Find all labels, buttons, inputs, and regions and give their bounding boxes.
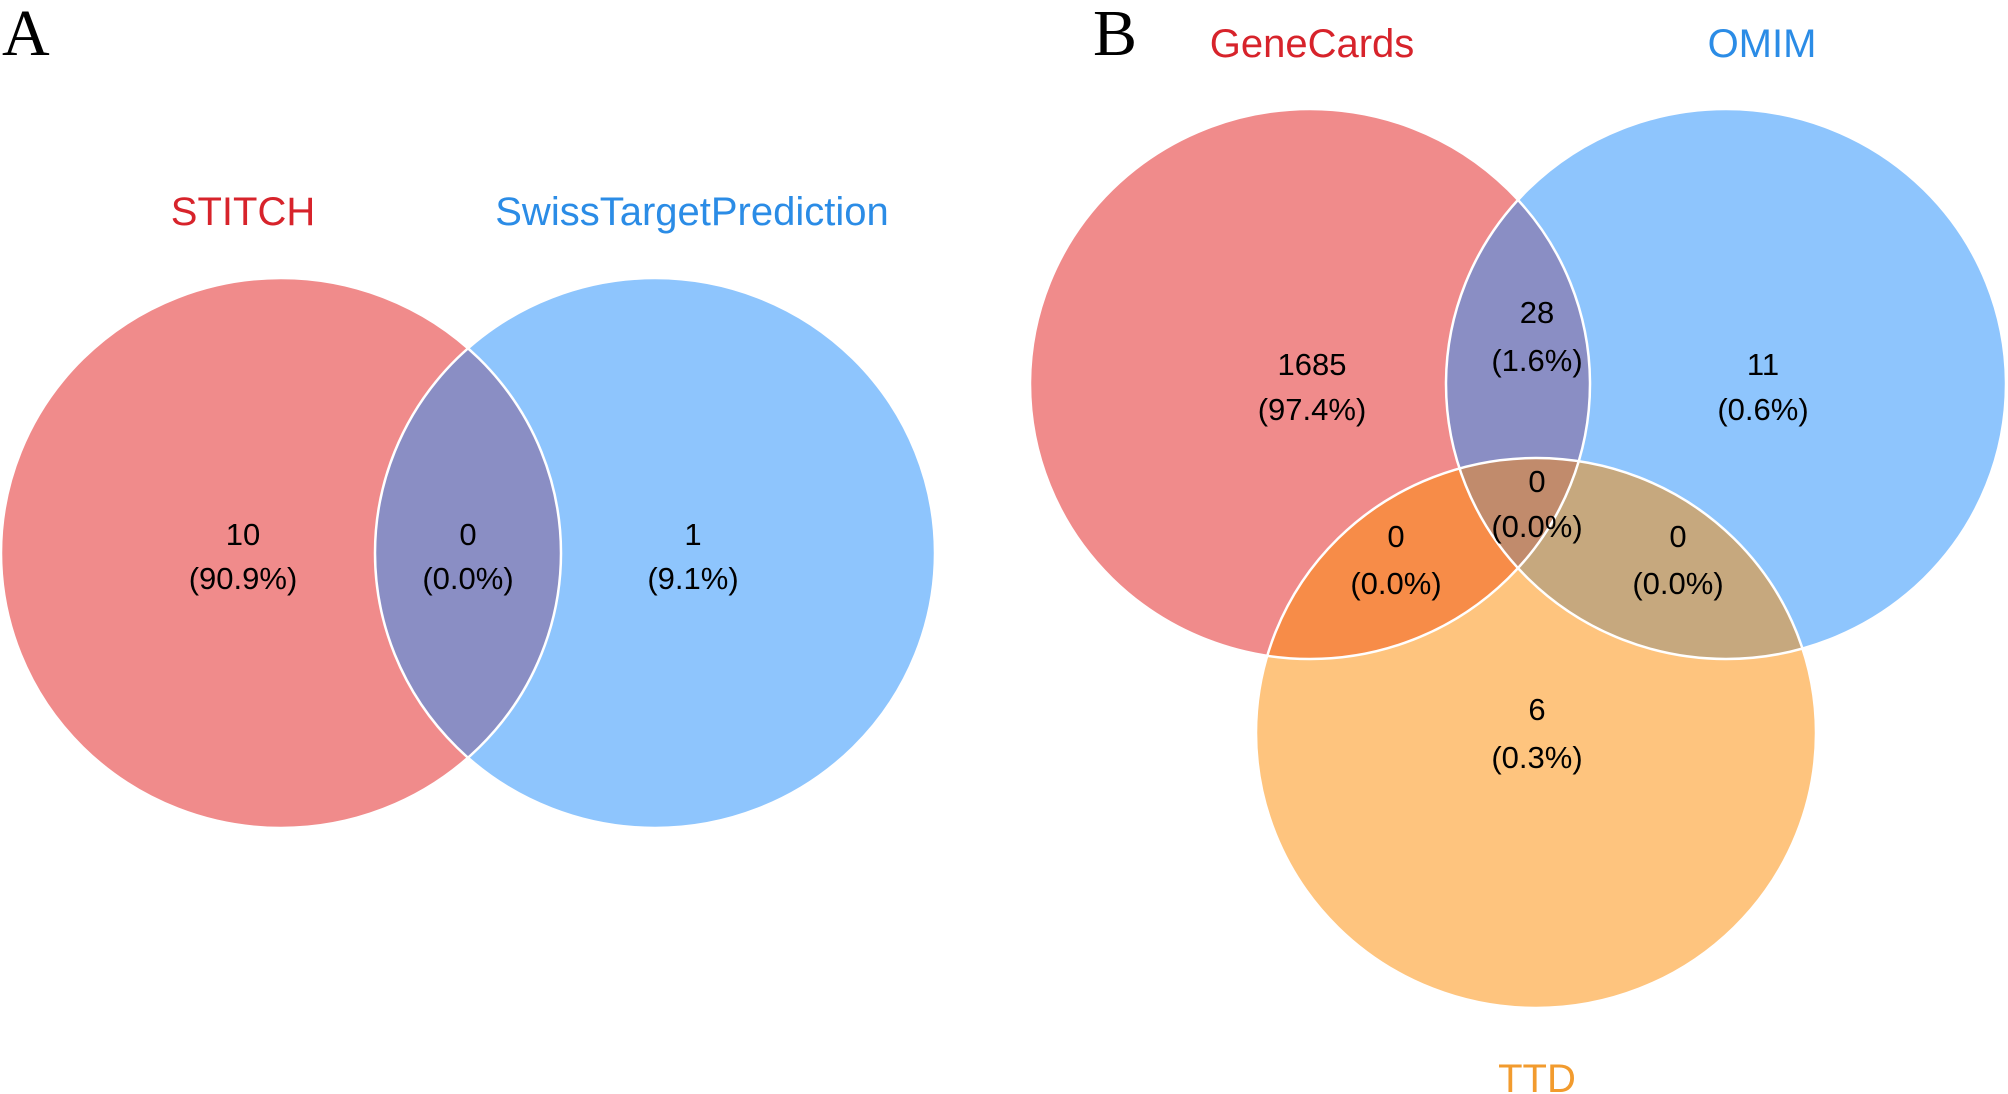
omim-ttd-count: 0	[1669, 519, 1686, 554]
genecards-outline	[1028, 107, 1592, 661]
genecards-ttd-percent: (0.0%)	[1350, 566, 1441, 601]
panel-b-letter: B	[1093, 0, 1137, 70]
genecards-only-percent: (97.4%)	[1258, 392, 1367, 427]
all-three-count: 0	[1528, 464, 1545, 499]
stitch-outline	[0, 276, 563, 830]
omim-ttd-overlap	[1446, 458, 1816, 659]
omim-only-percent: (0.6%)	[1717, 392, 1808, 427]
omim-ttd-percent: (0.0%)	[1632, 566, 1723, 601]
genecards-omim-percent: (1.6%)	[1491, 343, 1582, 378]
genecards-omim-count: 28	[1520, 295, 1554, 330]
omim-only-count: 11	[1747, 347, 1779, 382]
stitch-only-percent: (90.9%)	[189, 561, 298, 596]
stitch-swiss-overlap	[375, 278, 561, 828]
overlap-a-percent: (0.0%)	[422, 561, 513, 596]
swiss-set-label: SwissTargetPrediction	[495, 190, 889, 234]
swiss-only-count: 1	[684, 517, 701, 552]
stitch-set-label: STITCH	[171, 190, 315, 234]
omim-set-label: OMIM	[1708, 22, 1817, 66]
genecards-ttd-count: 0	[1387, 519, 1404, 554]
panel-a-letter: A	[2, 0, 50, 70]
genecards-ttd-overlap	[1256, 458, 1590, 659]
ttd-only-percent: (0.3%)	[1491, 740, 1582, 775]
all-three-percent: (0.0%)	[1491, 509, 1582, 544]
ttd-only-count: 6	[1528, 692, 1545, 727]
swiss-outline	[373, 276, 937, 830]
omim-outline	[1444, 107, 2008, 661]
stitch-only-count: 10	[226, 517, 260, 552]
ttd-outline	[1254, 456, 1818, 1010]
genecards-set-label: GeneCards	[1210, 22, 1415, 66]
genecards-only-count: 1685	[1278, 347, 1347, 382]
overlap-a-count: 0	[459, 517, 476, 552]
swiss-only-percent: (9.1%)	[647, 561, 738, 596]
ttd-set-label: TTD	[1498, 1057, 1576, 1094]
